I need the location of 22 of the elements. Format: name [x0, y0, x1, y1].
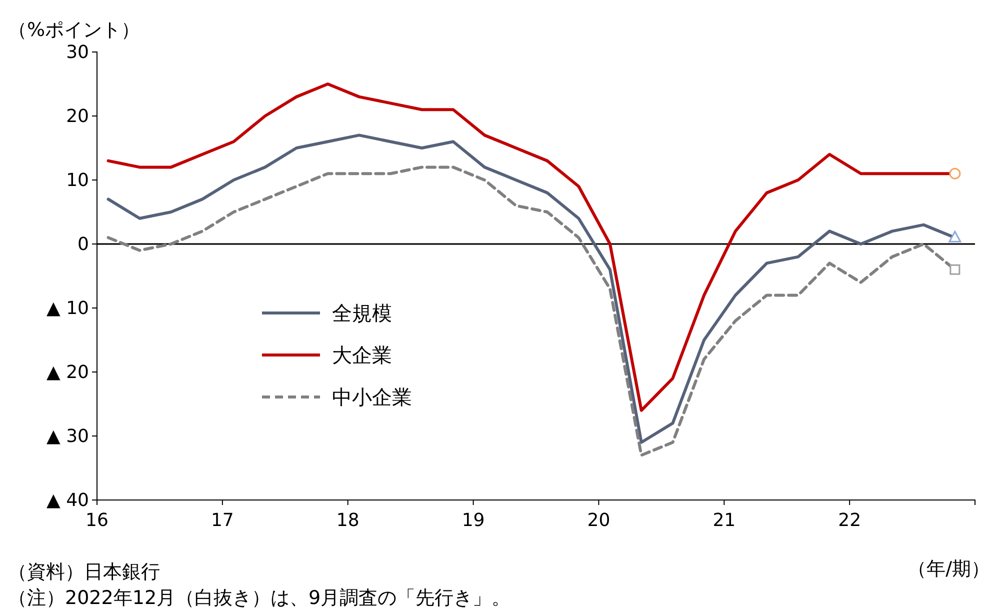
y-axis-title: （%ポイント） — [8, 19, 140, 41]
y-tick-label: 20 — [66, 106, 89, 127]
x-tick-label: 19 — [462, 510, 485, 531]
y-tick-label: 0 — [78, 234, 89, 255]
text: （資料）日本銀行 — [8, 561, 160, 583]
y-tick-label: ▲ 40 — [46, 490, 89, 511]
legend-label: 中小企業 — [332, 385, 412, 409]
legend-label: 大企業 — [332, 343, 392, 367]
y-tick-label: 30 — [66, 42, 89, 63]
y-tick-label: ▲ 20 — [46, 362, 89, 383]
x-tick-label: 20 — [587, 510, 610, 531]
x-tick-label: 18 — [336, 510, 360, 531]
x-tick-label: 21 — [712, 510, 736, 531]
text: （注）2022年12月（白抜き）は、9月調査の「先行き」。 — [8, 587, 511, 609]
y-tick-label: 10 — [66, 170, 89, 191]
x-tick-label: 22 — [838, 510, 862, 531]
y-tick-label: ▲ 10 — [46, 298, 89, 319]
x-tick-label: 16 — [86, 510, 108, 531]
x-tick-label: 17 — [210, 510, 234, 531]
legend-label: 全規模 — [332, 301, 392, 325]
y-tick-label: ▲ 30 — [46, 426, 89, 447]
x-axis-title: （年/期） — [908, 558, 990, 580]
